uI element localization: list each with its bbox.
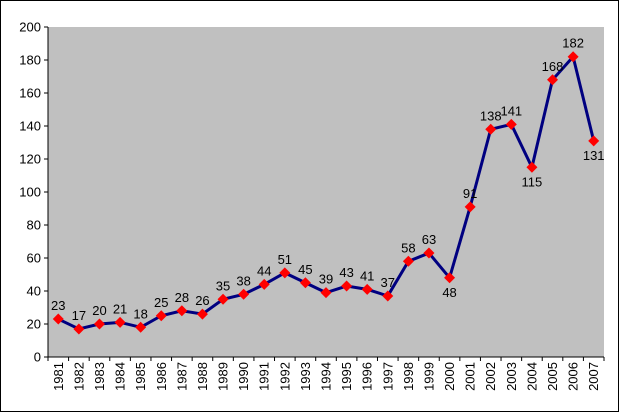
data-label: 37 — [381, 275, 395, 290]
x-tick-label: 1986 — [154, 362, 169, 391]
data-point-marker — [299, 277, 311, 289]
data-label: 26 — [195, 293, 209, 308]
data-point-marker — [217, 293, 229, 305]
x-tick-label: 1991 — [257, 362, 272, 391]
data-point-marker — [588, 135, 600, 147]
data-point-marker — [526, 161, 538, 173]
x-tick-label: 1998 — [401, 362, 416, 391]
data-point-marker — [155, 310, 167, 322]
data-point-marker — [238, 288, 250, 300]
y-tick-label: 20 — [27, 317, 41, 332]
x-tick-label: 1993 — [298, 362, 313, 391]
data-point-marker — [547, 74, 559, 86]
data-point-marker — [258, 278, 270, 290]
y-tick-label: 200 — [19, 20, 41, 35]
x-tick-label: 1988 — [195, 362, 210, 391]
x-tick-label: 1989 — [216, 362, 231, 391]
data-point-marker — [464, 201, 476, 213]
y-tick-label: 100 — [19, 185, 41, 200]
data-point-marker — [361, 283, 373, 295]
data-label: 18 — [133, 306, 147, 321]
y-tick-label: 140 — [19, 119, 41, 134]
data-label: 17 — [72, 308, 86, 323]
data-label: 168 — [542, 59, 564, 74]
data-point-marker — [320, 287, 332, 299]
data-point-marker — [279, 267, 291, 279]
data-label: 141 — [500, 103, 522, 118]
x-tick-label: 2001 — [463, 362, 478, 391]
plot-area — [48, 27, 604, 357]
data-label: 23 — [51, 298, 65, 313]
x-tick-label: 1996 — [360, 362, 375, 391]
data-point-marker — [73, 323, 85, 335]
data-markers — [52, 51, 600, 335]
data-point-marker — [567, 51, 579, 63]
data-label: 41 — [360, 268, 374, 283]
x-tick-label: 2000 — [442, 362, 457, 391]
x-tick-label: 1994 — [319, 362, 334, 391]
x-tick-label: 1984 — [113, 362, 128, 391]
y-tick-label: 80 — [27, 218, 41, 233]
data-point-marker — [485, 123, 497, 135]
y-tick-label: 40 — [27, 284, 41, 299]
y-tick-label: 60 — [27, 251, 41, 266]
data-point-marker — [114, 316, 126, 328]
x-tick-label: 1995 — [339, 362, 354, 391]
y-tick-label: 180 — [19, 53, 41, 68]
data-point-marker — [382, 290, 394, 302]
data-label: 51 — [278, 252, 292, 267]
data-point-marker — [402, 255, 414, 267]
y-tick-label: 160 — [19, 86, 41, 101]
x-tick-label: 1982 — [71, 362, 86, 391]
x-tick-label: 2005 — [545, 362, 560, 391]
data-point-marker — [93, 318, 105, 330]
data-point-marker — [176, 305, 188, 317]
data-point-marker — [341, 280, 353, 292]
data-label: 63 — [422, 232, 436, 247]
y-axis-ticks: 0 20 40 60 80 100 120 140 160 180 200 — [19, 20, 48, 365]
data-label: 138 — [480, 108, 502, 123]
x-tick-label: 2004 — [524, 362, 539, 391]
data-point-marker — [135, 321, 147, 333]
x-tick-label: 1983 — [92, 362, 107, 391]
x-tick-label: 1992 — [277, 362, 292, 391]
data-point-marker — [444, 272, 456, 284]
x-tick-label: 1985 — [133, 362, 148, 391]
data-label: 131 — [583, 148, 605, 163]
data-label: 39 — [319, 272, 333, 287]
x-tick-label: 1981 — [51, 362, 66, 391]
data-label: 43 — [339, 265, 353, 280]
data-label: 48 — [442, 285, 456, 300]
data-point-marker — [52, 313, 64, 325]
x-tick-label: 1987 — [174, 362, 189, 391]
x-tick-label: 1997 — [380, 362, 395, 391]
data-label: 182 — [562, 36, 584, 51]
x-tick-label: 2003 — [504, 362, 519, 391]
data-label: 115 — [522, 174, 543, 189]
data-label: 20 — [92, 303, 106, 318]
data-label: 45 — [298, 262, 312, 277]
data-label: 44 — [257, 263, 271, 278]
data-label: 35 — [216, 278, 230, 293]
data-label: 21 — [113, 301, 127, 316]
data-label: 91 — [463, 186, 477, 201]
x-tick-label: 2002 — [483, 362, 498, 391]
data-label: 28 — [175, 290, 189, 305]
y-tick-label: 0 — [34, 350, 41, 365]
data-point-marker — [423, 247, 435, 259]
y-tick-label: 120 — [19, 152, 41, 167]
data-label: 58 — [401, 240, 415, 255]
data-point-marker — [196, 308, 208, 320]
x-tick-label: 1999 — [421, 362, 436, 391]
x-axis-ticks: 1981 1982 1983 1984 1985 1986 1987 1988 1989 1990… — [47, 357, 605, 391]
data-point-marker — [505, 118, 517, 130]
data-label: 25 — [154, 295, 168, 310]
x-tick-label: 2006 — [566, 362, 581, 391]
x-tick-label: 1990 — [236, 362, 251, 391]
x-tick-label: 2007 — [586, 362, 601, 391]
data-labels: 23 17 20 21 18 25 28 26 35 38 44 51 45 39 43 41 37 58 63 48… — [51, 36, 604, 323]
data-label: 38 — [236, 273, 250, 288]
